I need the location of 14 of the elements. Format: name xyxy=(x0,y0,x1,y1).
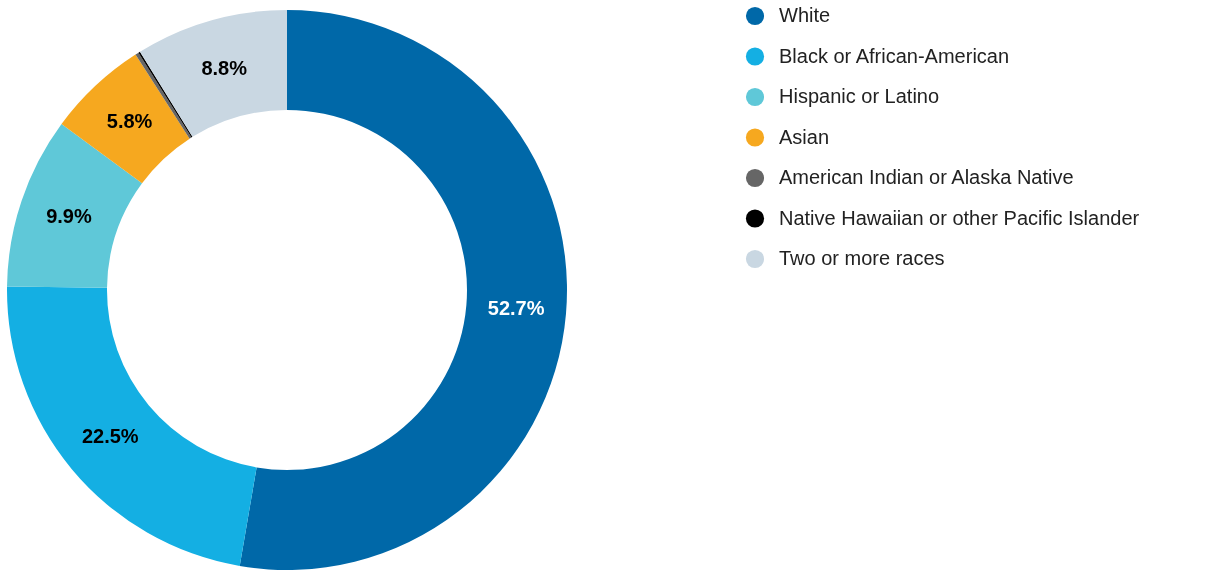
legend-label: White xyxy=(779,4,831,26)
legend-label: Native Hawaiian or other Pacific Islander xyxy=(779,206,1140,229)
legend-label: Black or African-American xyxy=(779,44,1010,67)
legend-label: Hispanic or Latino xyxy=(779,85,940,107)
legend-label: Asian xyxy=(779,125,830,148)
legend-label: Two or more races xyxy=(779,247,945,269)
donut-slice xyxy=(7,286,257,566)
data-label: 5.8% xyxy=(106,110,153,133)
data-label: 22.5% xyxy=(81,425,139,448)
data-label: 52.7% xyxy=(487,297,545,320)
donut-slice xyxy=(61,54,190,184)
data-label: 9.9% xyxy=(46,204,92,227)
data-label: 8.8% xyxy=(201,56,248,79)
legend-label: American Indian or Alaska Native xyxy=(779,166,1074,188)
